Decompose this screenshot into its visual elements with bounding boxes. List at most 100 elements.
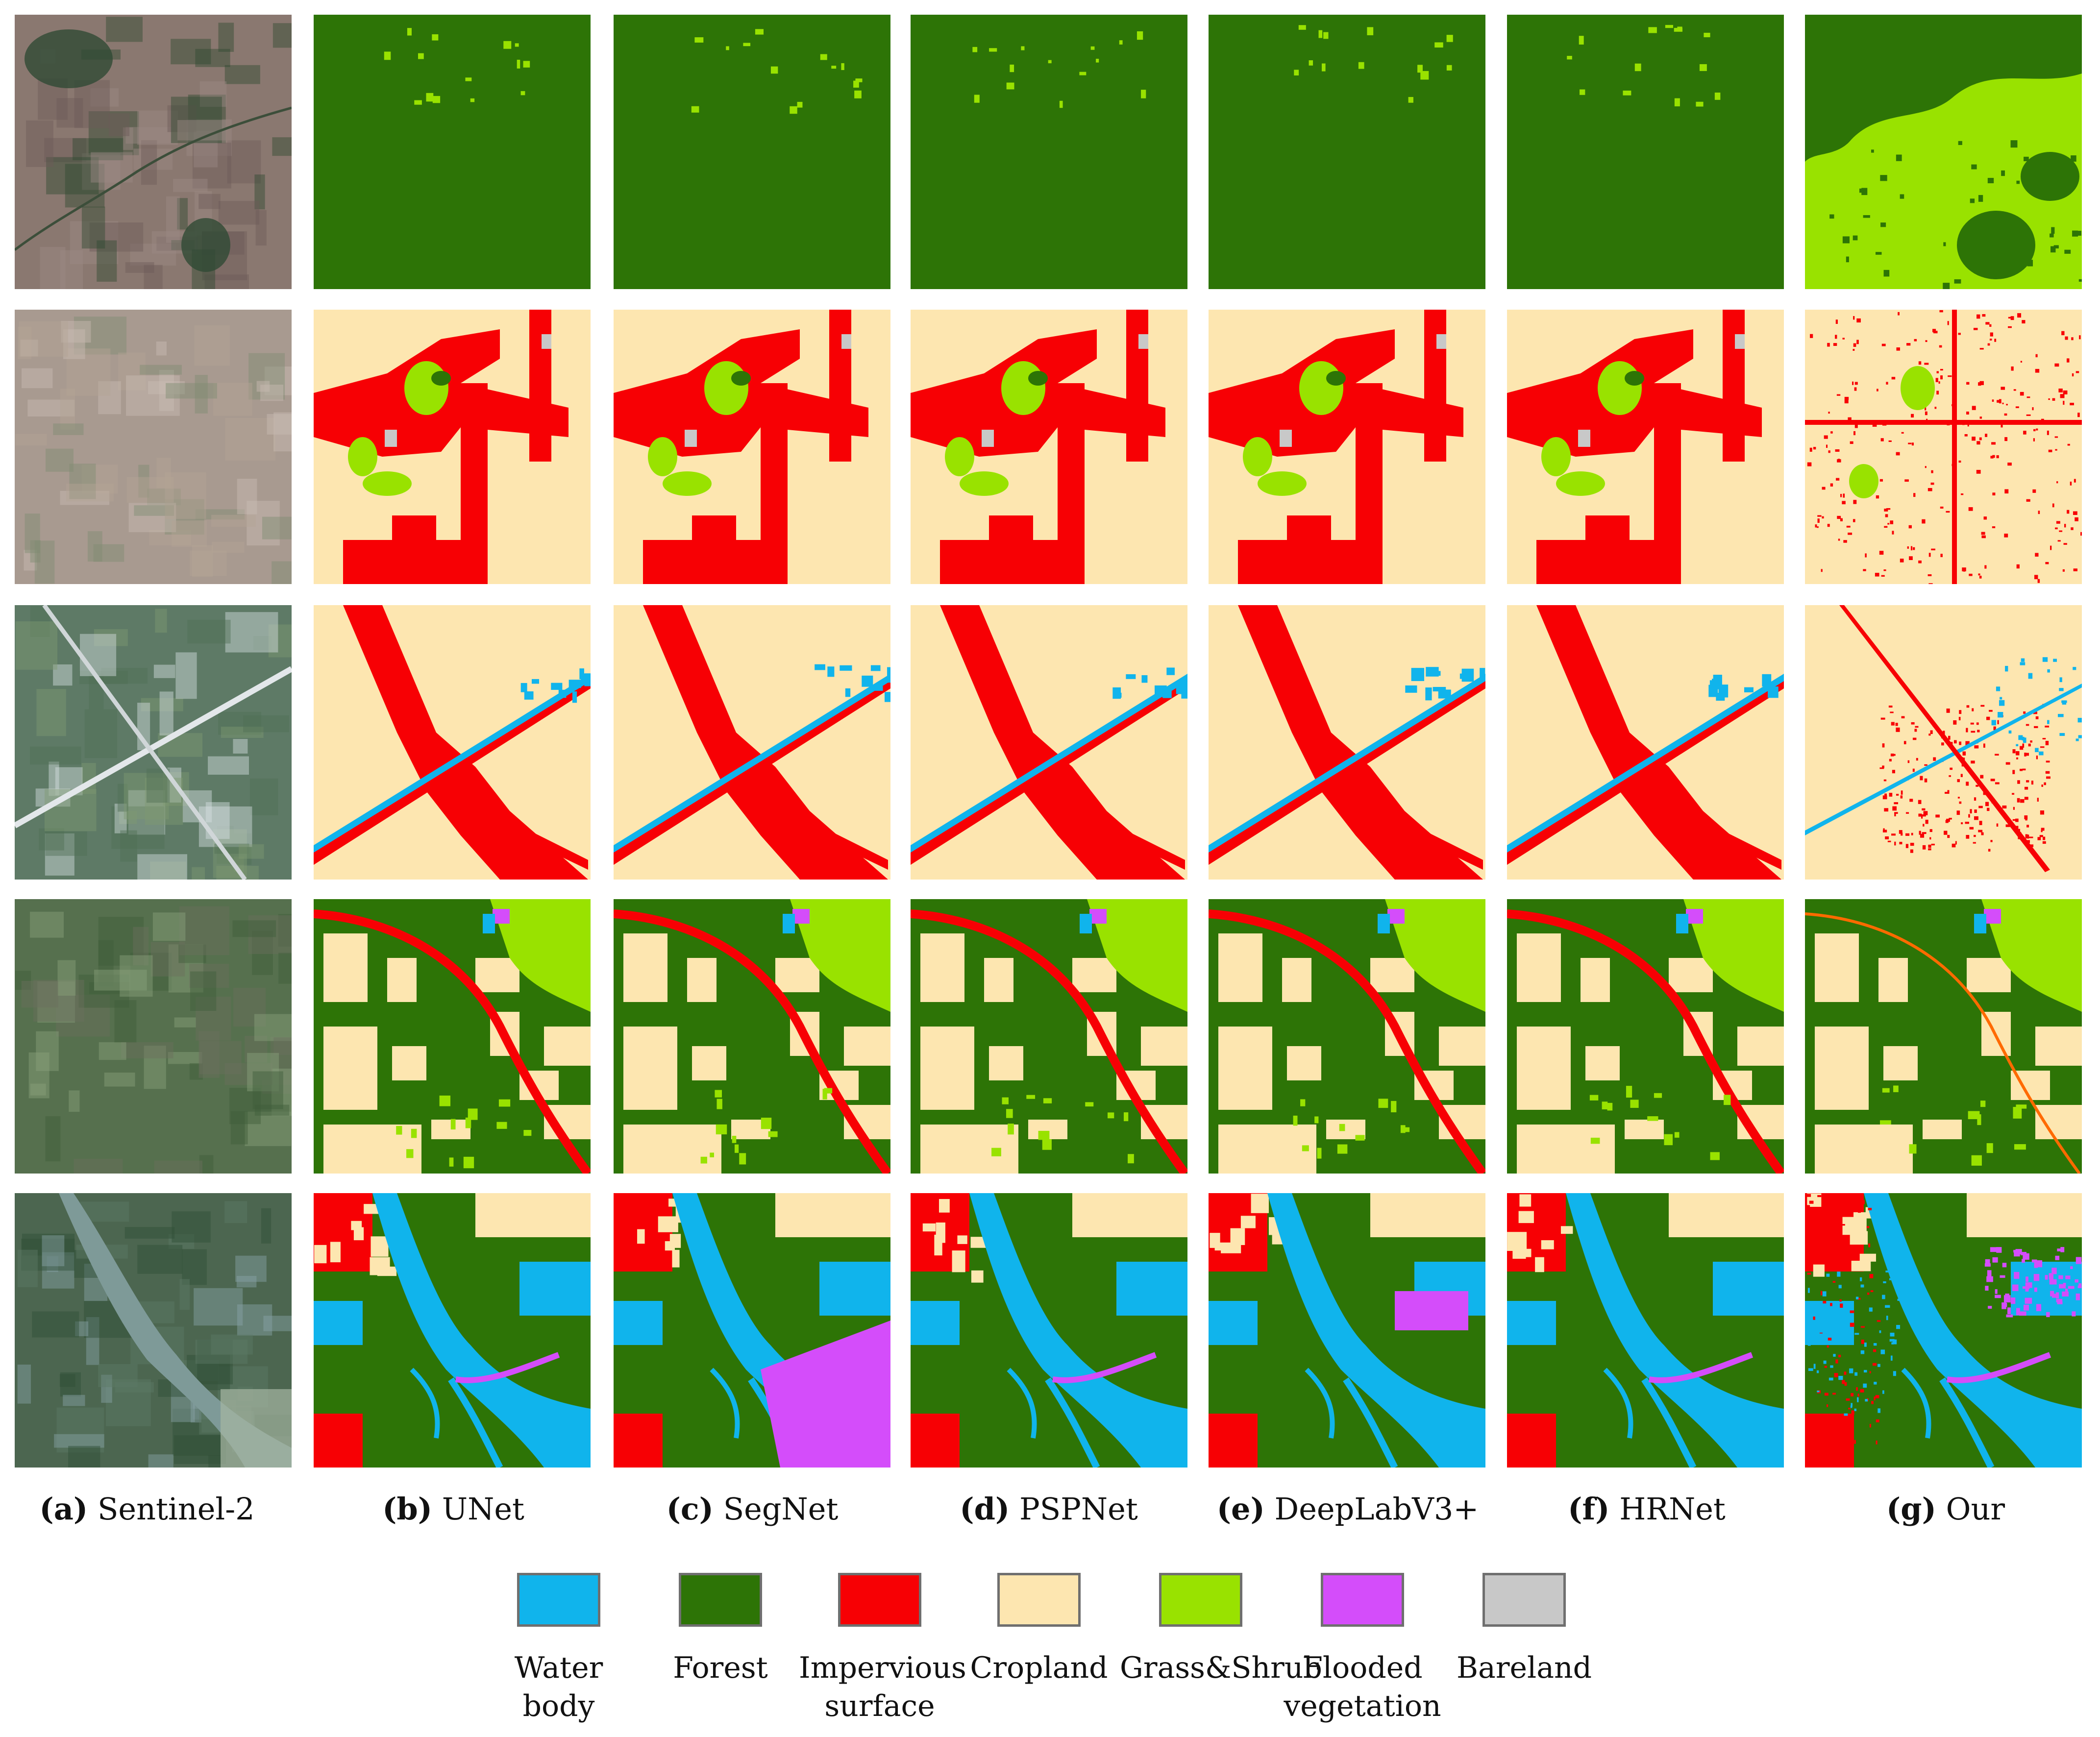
segmentation-map (1507, 310, 1784, 584)
tile-crossroad-deeplabv3plus (1209, 605, 1485, 880)
satellite-image (15, 310, 292, 584)
legend-label-grass-shrub: Grass&Shrub (1120, 1649, 1322, 1687)
tile-fields-deeplabv3plus (1209, 899, 1485, 1174)
tile-fields-our (1805, 899, 2082, 1174)
caption-our: (g) Our (1799, 1487, 2093, 1531)
tile-village-our (1805, 310, 2082, 584)
tile-arid-segnet (614, 15, 890, 289)
segmentation-map (911, 899, 1187, 1174)
segmentation-map (1507, 1193, 1784, 1468)
caption-letter: (a) (39, 1491, 88, 1527)
caption-deeplabv3plus: (e) DeepLabV3+ (1201, 1487, 1495, 1531)
legend-label-line1: Forest (673, 1651, 768, 1685)
legend-swatch-grass-shrub (1159, 1573, 1242, 1627)
segmentation-map (1209, 1193, 1485, 1468)
caption-letter: (f) (1568, 1491, 1610, 1527)
tile-river-unet (314, 1193, 591, 1468)
satellite-image (15, 899, 292, 1174)
legend-swatch-forest (679, 1573, 762, 1627)
caption-letter: (e) (1216, 1491, 1265, 1527)
segmentation-map (314, 899, 591, 1174)
tile-river-hrnet (1507, 1193, 1784, 1468)
tile-village-deeplabv3plus (1209, 310, 1485, 584)
caption-text: HRNet (1619, 1491, 1726, 1527)
legend-label-cropland: Cropland (958, 1649, 1120, 1687)
legend-swatch-flooded-vegetation (1321, 1573, 1404, 1627)
legend-label-line1: Impervious (799, 1651, 966, 1685)
legend-label-impervious-surface: Impervious surface (799, 1649, 966, 1725)
legend-label-line1: Grass&Shrub (1120, 1651, 1322, 1685)
caption-text: Sentinel-2 (97, 1491, 255, 1527)
tile-fields-hrnet (1507, 899, 1784, 1174)
tile-river-segnet (614, 1193, 890, 1468)
segmentation-map (314, 605, 591, 880)
legend-label-water-body: Water body (478, 1649, 640, 1725)
tile-village-unet (314, 310, 591, 584)
caption-text: UNet (442, 1491, 524, 1527)
caption-letter: (g) (1886, 1491, 1936, 1527)
caption-sentinel-2: (a) Sentinel-2 (0, 1487, 294, 1531)
segmentation-map (614, 15, 890, 289)
tile-arid-unet (314, 15, 591, 289)
tile-arid-sentinel-2 (15, 15, 292, 289)
tile-fields-unet (314, 899, 591, 1174)
segmentation-map (1805, 310, 2082, 584)
legend-label-bareland: Bareland (1443, 1649, 1605, 1687)
legend-swatch-impervious-surface (838, 1573, 921, 1627)
tile-village-segnet (614, 310, 890, 584)
tile-crossroad-pspnet (911, 605, 1187, 880)
tile-crossroad-our (1805, 605, 2082, 880)
segmentation-map (614, 310, 890, 584)
segmentation-map (1507, 605, 1784, 880)
caption-hrnet: (f) HRNet (1500, 1487, 1794, 1531)
segmentation-map (1805, 899, 2082, 1174)
tile-river-pspnet (911, 1193, 1187, 1468)
segmentation-map (1805, 15, 2082, 289)
tile-crossroad-hrnet (1507, 605, 1784, 880)
segmentation-map (911, 605, 1187, 880)
segmentation-map (614, 899, 890, 1174)
segmentation-map (1209, 310, 1485, 584)
caption-pspnet: (d) PSPNet (902, 1487, 1196, 1531)
legend-swatch-bareland (1482, 1573, 1566, 1627)
tile-village-hrnet (1507, 310, 1784, 584)
caption-letter: (b) (382, 1491, 433, 1527)
satellite-image (15, 605, 292, 880)
tile-river-sentinel-2 (15, 1193, 292, 1468)
tile-village-sentinel-2 (15, 310, 292, 584)
tile-arid-our (1805, 15, 2082, 289)
caption-letter: (c) (666, 1491, 714, 1527)
caption-segnet: (c) SegNet (605, 1487, 899, 1531)
caption-text: Our (1946, 1491, 2005, 1527)
segmentation-map (314, 1193, 591, 1468)
segmentation-map (1507, 15, 1784, 289)
segmentation-map (1805, 605, 2082, 880)
segmentation-map (614, 605, 890, 880)
legend-label-line1: Bareland (1456, 1651, 1592, 1685)
tile-river-deeplabv3plus (1209, 1193, 1485, 1468)
legend-label-flooded-vegetation: Flooded vegetation (1282, 1649, 1443, 1725)
legend-label-line2: surface (824, 1689, 935, 1723)
tile-crossroad-unet (314, 605, 591, 880)
tile-arid-pspnet (911, 15, 1187, 289)
legend-label-forest: Forest (640, 1649, 801, 1687)
tile-river-our (1805, 1193, 2082, 1468)
caption-letter: (d) (960, 1491, 1010, 1527)
tile-fields-segnet (614, 899, 890, 1174)
legend-label-line1: Water body (514, 1651, 603, 1723)
caption-text: SegNet (723, 1491, 839, 1527)
satellite-image (15, 1193, 292, 1468)
legend-swatch-cropland (997, 1573, 1081, 1627)
segmentation-map (1209, 899, 1485, 1174)
segmentation-map (1209, 605, 1485, 880)
legend-label-line1: Flooded (1302, 1651, 1423, 1685)
segmentation-map (614, 1193, 890, 1468)
segmentation-map (911, 1193, 1187, 1468)
tile-fields-pspnet (911, 899, 1187, 1174)
tile-arid-hrnet (1507, 15, 1784, 289)
tile-crossroad-sentinel-2 (15, 605, 292, 880)
legend-label-line1: Cropland (970, 1651, 1108, 1685)
tile-arid-deeplabv3plus (1209, 15, 1485, 289)
segmentation-map (314, 15, 591, 289)
segmentation-map (911, 310, 1187, 584)
